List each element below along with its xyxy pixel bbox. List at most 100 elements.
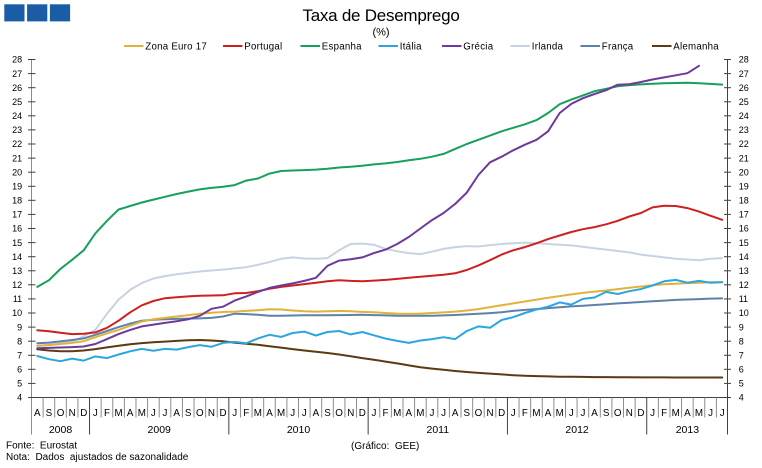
svg-text:Portugal: Portugal [244, 42, 282, 53]
svg-text:27: 27 [739, 69, 749, 79]
svg-text:9: 9 [17, 322, 22, 332]
svg-text:8: 8 [739, 336, 744, 346]
svg-text:S: S [46, 408, 53, 419]
svg-text:2008: 2008 [49, 424, 73, 436]
svg-text:Zona Euro 17: Zona Euro 17 [145, 42, 207, 53]
svg-text:20: 20 [739, 167, 749, 177]
svg-text:J: J [151, 408, 156, 419]
svg-text:J: J [708, 408, 713, 419]
svg-text:7: 7 [739, 351, 744, 361]
svg-text:Nota: Dados ajustados de saz: Nota: Dados ajustados de sazonalidade [6, 452, 189, 463]
svg-text:15: 15 [739, 238, 749, 248]
svg-text:19: 19 [12, 182, 22, 192]
svg-text:N: N [208, 408, 215, 419]
svg-text:13: 13 [739, 266, 749, 276]
svg-text:A: A [313, 408, 320, 419]
svg-text:F: F [383, 408, 389, 419]
svg-text:7: 7 [17, 351, 22, 361]
svg-text:J: J [371, 408, 376, 419]
svg-text:A: A [127, 408, 134, 419]
svg-text:10: 10 [739, 308, 749, 318]
svg-text:J: J [580, 408, 585, 419]
svg-text:26: 26 [12, 83, 22, 93]
svg-text:9: 9 [739, 322, 744, 332]
svg-text:D: D [359, 408, 366, 419]
svg-text:27: 27 [12, 69, 22, 79]
svg-text:S: S [324, 408, 331, 419]
svg-text:5: 5 [739, 379, 744, 389]
svg-text:4: 4 [739, 393, 744, 403]
svg-text:D: D [637, 408, 644, 419]
svg-text:18: 18 [12, 196, 22, 206]
svg-text:J: J [441, 408, 446, 419]
svg-text:S: S [603, 408, 610, 419]
svg-text:França: França [602, 42, 634, 53]
svg-text:16: 16 [12, 224, 22, 234]
svg-text:Espanha: Espanha [322, 42, 362, 53]
svg-text:J: J [290, 408, 295, 419]
svg-text:10: 10 [12, 308, 22, 318]
svg-text:Taxa de Desemprego: Taxa de Desemprego [302, 6, 459, 25]
svg-text:2013: 2013 [676, 424, 700, 436]
svg-text:J: J [569, 408, 574, 419]
svg-text:(Gráfico: GEE): (Gráfico: GEE) [351, 441, 419, 452]
svg-text:M: M [556, 408, 564, 419]
svg-text:16: 16 [739, 224, 749, 234]
svg-text:6: 6 [17, 365, 22, 375]
svg-text:12: 12 [739, 280, 749, 290]
svg-text:21: 21 [12, 153, 22, 163]
svg-text:D: D [220, 408, 227, 419]
svg-text:23: 23 [739, 125, 749, 135]
svg-text:8: 8 [17, 336, 22, 346]
svg-text:A: A [405, 408, 412, 419]
svg-text:25: 25 [12, 97, 22, 107]
svg-text:(%): (%) [372, 27, 389, 39]
svg-text:13: 13 [12, 266, 22, 276]
svg-text:O: O [196, 408, 204, 419]
svg-text:J: J [650, 408, 655, 419]
svg-text:17: 17 [739, 210, 749, 220]
svg-text:2010: 2010 [287, 424, 311, 436]
svg-text:J: J [163, 408, 168, 419]
svg-text:A: A [266, 408, 273, 419]
svg-text:28: 28 [12, 55, 22, 65]
svg-text:Irlanda: Irlanda [532, 42, 564, 53]
svg-text:M: M [416, 408, 424, 419]
svg-text:24: 24 [739, 111, 749, 121]
svg-text:J: J [302, 408, 307, 419]
svg-text:O: O [614, 408, 622, 419]
svg-text:O: O [475, 408, 483, 419]
svg-text:N: N [69, 408, 76, 419]
svg-text:D: D [498, 408, 505, 419]
svg-text:O: O [335, 408, 343, 419]
svg-text:J: J [232, 408, 237, 419]
svg-text:Itália: Itália [400, 42, 422, 53]
svg-text:15: 15 [12, 238, 22, 248]
svg-text:14: 14 [739, 252, 749, 262]
svg-text:M: M [277, 408, 285, 419]
svg-text:M: M [138, 408, 146, 419]
svg-text:A: A [684, 408, 691, 419]
svg-text:2011: 2011 [427, 424, 450, 436]
svg-text:17: 17 [12, 210, 22, 220]
svg-text:J: J [430, 408, 435, 419]
svg-text:M: M [393, 408, 401, 419]
svg-text:A: A [34, 408, 41, 419]
svg-text:M: M [254, 408, 262, 419]
svg-text:12: 12 [12, 280, 22, 290]
svg-text:F: F [661, 408, 667, 419]
svg-text:20: 20 [12, 167, 22, 177]
svg-text:A: A [452, 408, 459, 419]
svg-text:N: N [486, 408, 493, 419]
svg-text:N: N [626, 408, 633, 419]
svg-text:21: 21 [739, 153, 749, 163]
svg-text:25: 25 [739, 97, 749, 107]
svg-text:22: 22 [739, 139, 749, 149]
svg-text:A: A [591, 408, 598, 419]
svg-text:F: F [522, 408, 528, 419]
svg-text:S: S [464, 408, 471, 419]
svg-text:18: 18 [739, 196, 749, 206]
svg-text:2012: 2012 [565, 424, 589, 436]
svg-text:6: 6 [739, 365, 744, 375]
svg-text:24: 24 [12, 111, 22, 121]
